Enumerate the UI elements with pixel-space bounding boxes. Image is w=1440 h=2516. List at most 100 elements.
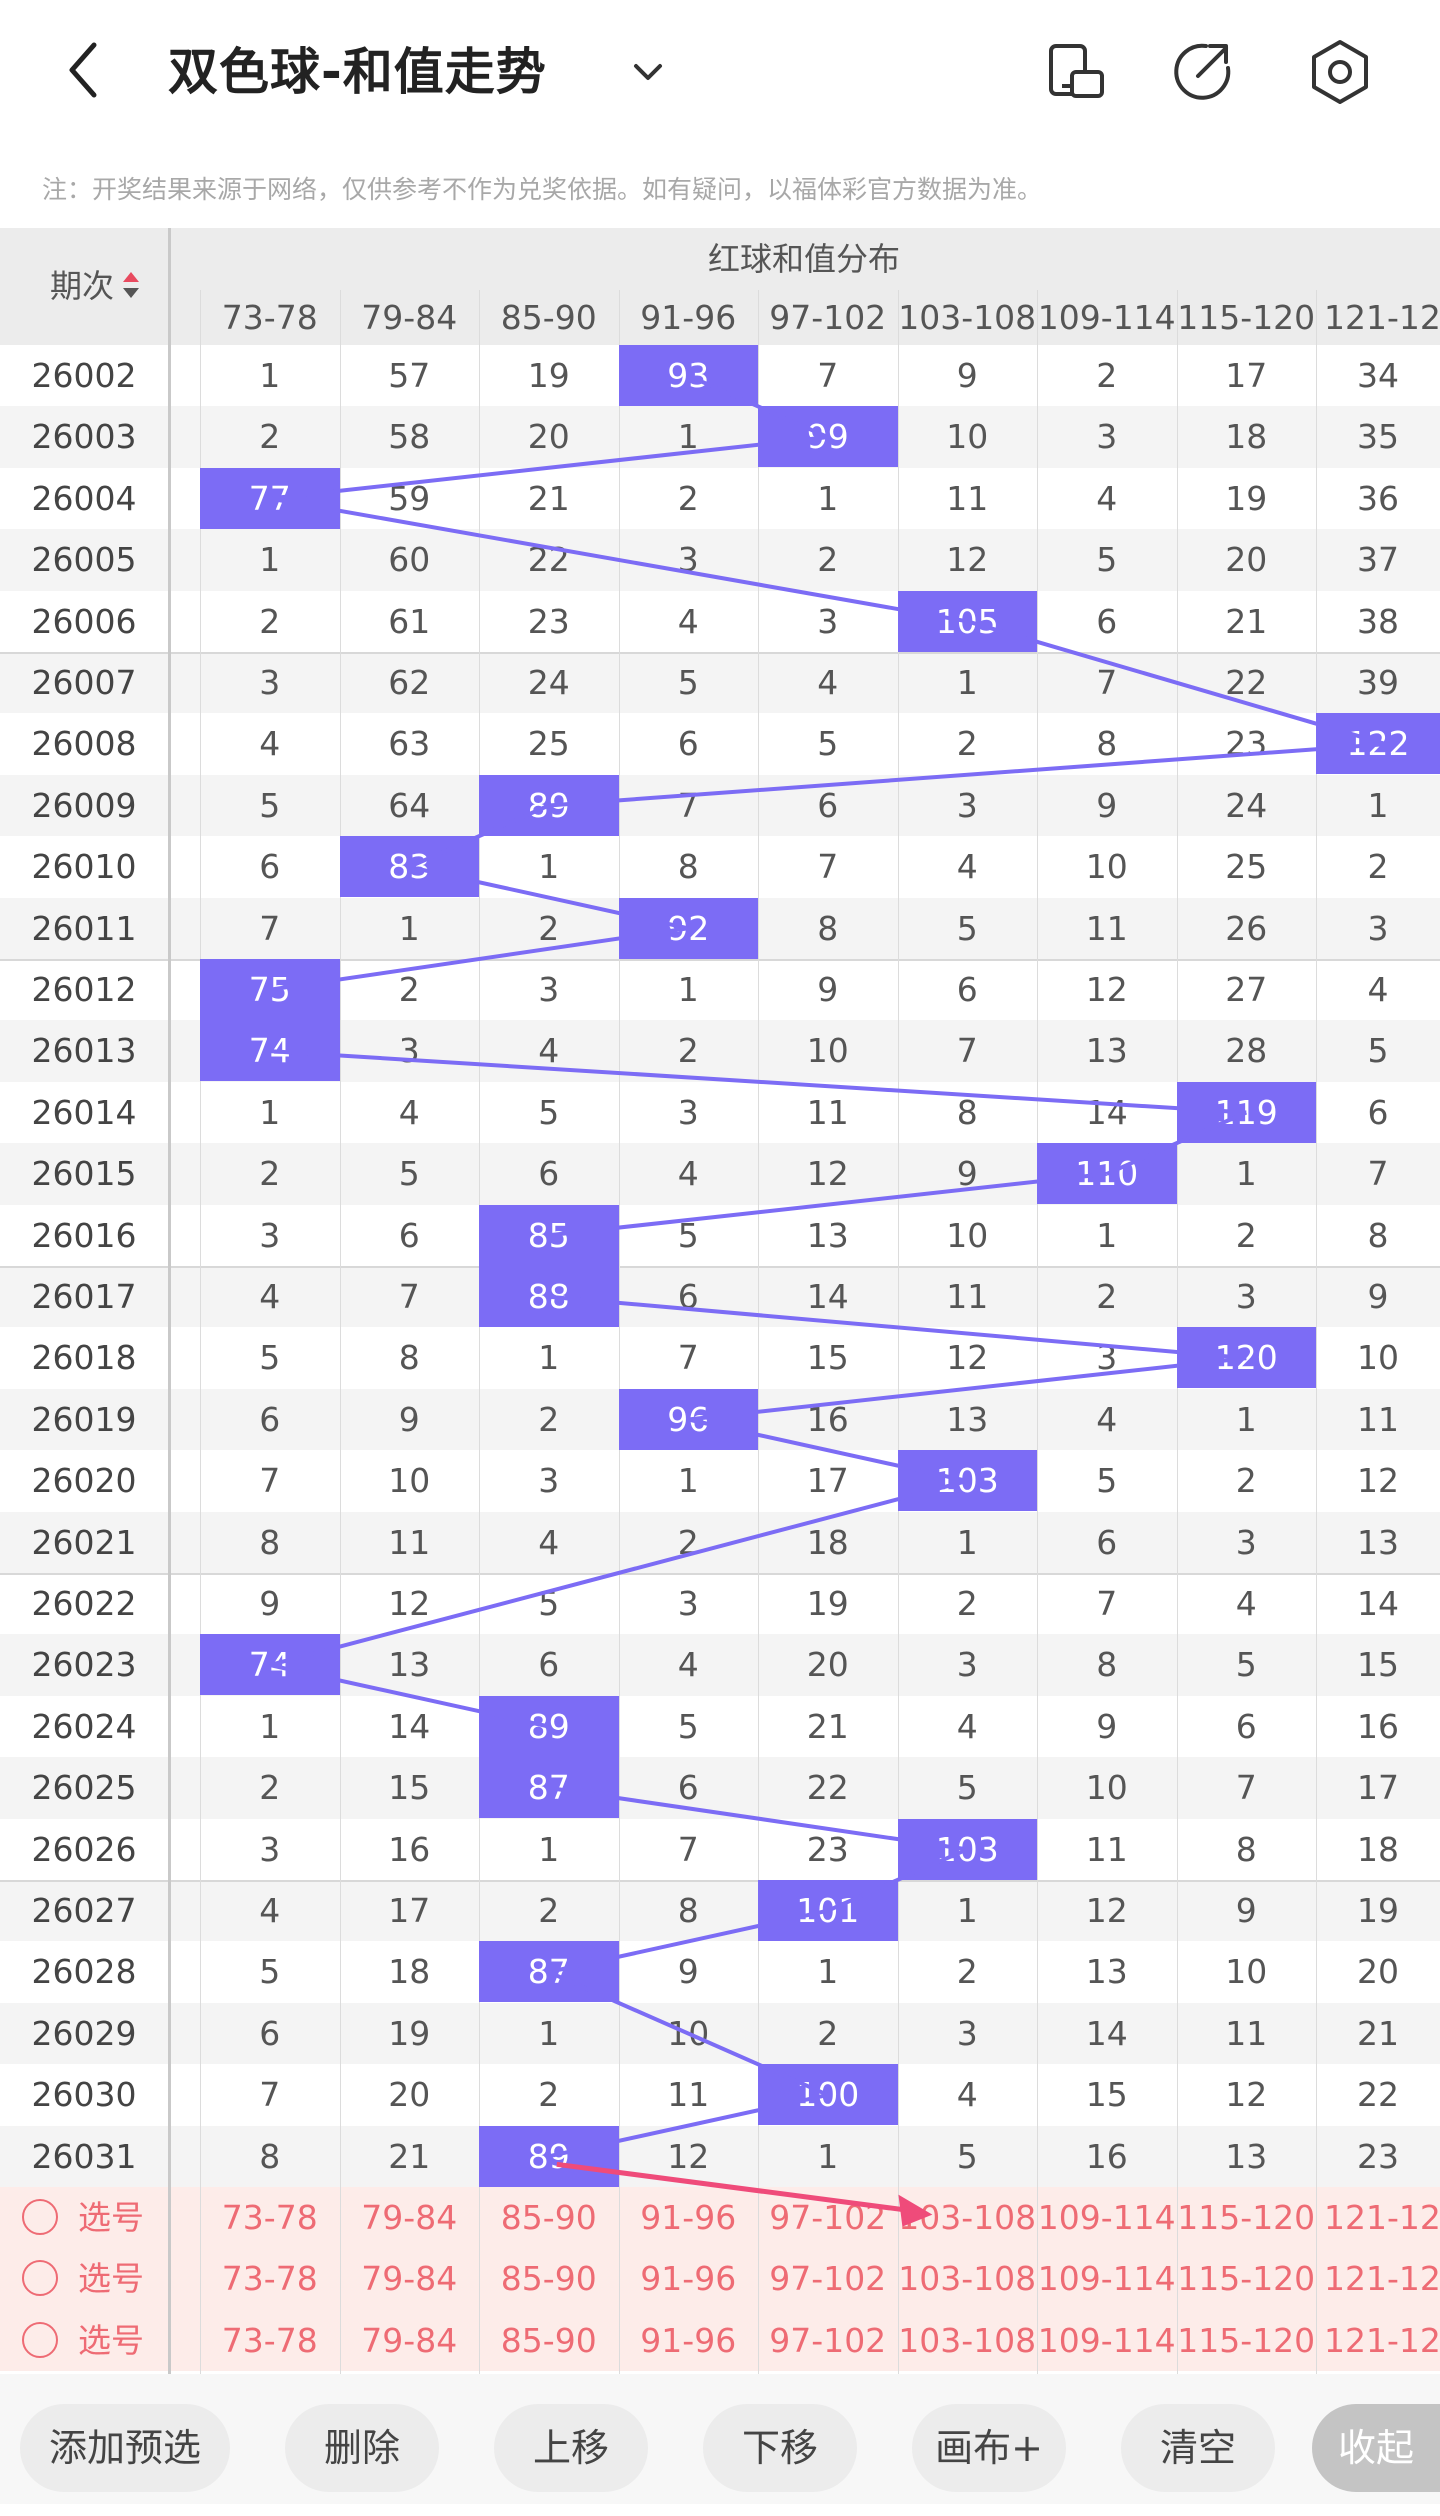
pick-cell-73-78[interactable]: 73-78	[221, 2198, 318, 2237]
page-title[interactable]: 双色球-和值走势	[168, 43, 547, 101]
period-cell: 26021	[31, 1522, 137, 1562]
period-cell: 26013	[31, 1031, 137, 1071]
omission-cell: 1	[259, 356, 281, 395]
move-up-button[interactable]: 上移	[494, 2404, 648, 2492]
omission-cell: 12	[1357, 1461, 1399, 1501]
pick-cell-103-108[interactable]: 103-108	[898, 2259, 1037, 2299]
pick-label[interactable]: 选号	[78, 2320, 144, 2360]
omission-cell: 20	[527, 417, 570, 457]
omission-cell: 9	[956, 1154, 978, 1194]
pick-cell-115-120[interactable]: 115-120	[1177, 2259, 1316, 2299]
column-header-115-120[interactable]: 115-120	[1177, 298, 1316, 337]
column-header-97-102[interactable]: 97-102	[769, 298, 887, 337]
trend-segment	[966, 619, 1387, 747]
pick-cell-79-84[interactable]: 79-84	[361, 2198, 458, 2237]
pick-cell-121-126[interactable]: 121-126	[1324, 2259, 1440, 2299]
omission-cell: 15	[806, 1338, 849, 1378]
delete-button[interactable]: 删除	[285, 2404, 439, 2492]
chevron-down-icon[interactable]	[628, 52, 668, 92]
omission-cell: 12	[806, 1154, 849, 1194]
pick-cell-97-102[interactable]: 97-102	[769, 2259, 887, 2299]
add-preselect-button[interactable]: 添加预选	[20, 2404, 230, 2492]
pick-cell-121-126[interactable]: 121-126	[1324, 2320, 1440, 2360]
omission-cell: 9	[956, 356, 978, 395]
pick-cell-85-90[interactable]: 85-90	[500, 2198, 597, 2237]
pick-cell-97-102[interactable]: 97-102	[769, 2320, 887, 2360]
table-row	[0, 2125, 1440, 2187]
column-header-121-126[interactable]: 121-126	[1324, 298, 1440, 337]
pick-label[interactable]: 选号	[78, 2198, 144, 2237]
period-header[interactable]: 期次	[0, 228, 168, 345]
omission-cell: 2	[259, 1154, 281, 1194]
table-row	[0, 529, 1440, 591]
pick-cell-73-78[interactable]: 73-78	[221, 2320, 318, 2360]
canvas-button[interactable]: 画布+	[912, 2404, 1066, 2492]
pick-cell-115-120[interactable]: 115-120	[1177, 2320, 1316, 2360]
omission-cell: 9	[1096, 785, 1118, 825]
omission-cell: 7	[817, 847, 839, 887]
omission-cell: 12	[388, 1584, 431, 1623]
pick-cell-115-120[interactable]: 115-120	[1177, 2198, 1316, 2237]
pick-cell-109-114[interactable]: 109-114	[1037, 2198, 1176, 2237]
omission-cell: 4	[538, 1031, 560, 1071]
column-header-91-96[interactable]: 91-96	[640, 298, 737, 337]
omission-cell: 61	[388, 601, 431, 641]
omission-cell: 1	[677, 1461, 699, 1501]
pick-cell-73-78[interactable]: 73-78	[221, 2259, 318, 2299]
pick-cell-85-90[interactable]: 85-90	[500, 2320, 597, 2360]
pick-cell-79-84[interactable]: 79-84	[361, 2320, 458, 2360]
period-cell: 26015	[31, 1154, 137, 1194]
settings-icon[interactable]	[1300, 32, 1380, 112]
hit-cell: 89	[479, 774, 619, 836]
pick-cell-91-96[interactable]: 91-96	[640, 2198, 737, 2237]
back-icon[interactable]	[60, 35, 110, 105]
pick-cell-109-114[interactable]: 109-114	[1037, 2320, 1176, 2360]
omission-cell: 6	[259, 1399, 281, 1439]
pick-cell-109-114[interactable]: 109-114	[1037, 2259, 1176, 2299]
column-header-79-84[interactable]: 79-84	[361, 298, 458, 337]
omission-cell: 2	[538, 908, 560, 948]
phone-rotate-icon[interactable]	[1036, 32, 1116, 112]
trend-table: 期次 红球和值分布 73-78 79-84 85-90 91-96 97-102 103-…	[0, 228, 1440, 2374]
omission-cell: 12	[1085, 970, 1128, 1009]
table-row	[0, 1880, 1440, 1942]
omission-cell: 13	[1085, 1031, 1128, 1071]
trend-segment	[269, 1049, 1247, 1115]
omission-cell: 1	[259, 540, 281, 580]
omission-cell: 21	[1357, 2013, 1399, 2053]
select-radio[interactable]	[22, 2199, 58, 2235]
omission-cell: 18	[1357, 1829, 1399, 1869]
column-header-73-78[interactable]: 73-78	[221, 298, 318, 337]
column-header-85-90[interactable]: 85-90	[500, 298, 597, 337]
omission-cell: 2	[398, 970, 420, 1009]
select-radio[interactable]	[22, 2321, 58, 2358]
pick-cell-91-96[interactable]: 91-96	[640, 2320, 737, 2360]
column-divider	[1316, 290, 1317, 2374]
move-down-button[interactable]: 下移	[703, 2404, 857, 2492]
omission-cell: 7	[677, 1829, 699, 1869]
share-icon[interactable]	[1162, 32, 1242, 112]
pick-cell-103-108[interactable]: 103-108	[898, 2320, 1037, 2360]
omission-cell: 19	[388, 2013, 431, 2053]
trend-segment	[547, 1970, 829, 2097]
pick-cell-91-96[interactable]: 91-96	[640, 2259, 737, 2299]
pick-label[interactable]: 选号	[78, 2259, 144, 2299]
pick-cell-85-90[interactable]: 85-90	[500, 2259, 597, 2299]
table-row	[0, 406, 1440, 468]
column-header-109-114[interactable]: 109-114	[1037, 298, 1176, 337]
group-separator	[0, 1573, 1440, 1575]
pick-cell-79-84[interactable]: 79-84	[361, 2259, 458, 2299]
collapse-button[interactable]: 收起	[1312, 2404, 1440, 2492]
omission-cell: 4	[1235, 1584, 1257, 1623]
select-radio[interactable]	[22, 2260, 58, 2297]
omission-cell: 6	[398, 1215, 420, 1255]
omission-cell: 3	[817, 601, 839, 641]
trend-segment	[548, 1171, 1107, 1238]
pick-cell-121-126[interactable]: 121-126	[1324, 2198, 1440, 2237]
table-row	[0, 1757, 1440, 1819]
column-header-103-108[interactable]: 103-108	[898, 298, 1037, 337]
omission-cell: 2	[956, 724, 978, 764]
period-cell: 26031	[31, 2136, 137, 2176]
sort-icon[interactable]	[122, 266, 140, 306]
clear-button[interactable]: 清空	[1121, 2404, 1275, 2492]
